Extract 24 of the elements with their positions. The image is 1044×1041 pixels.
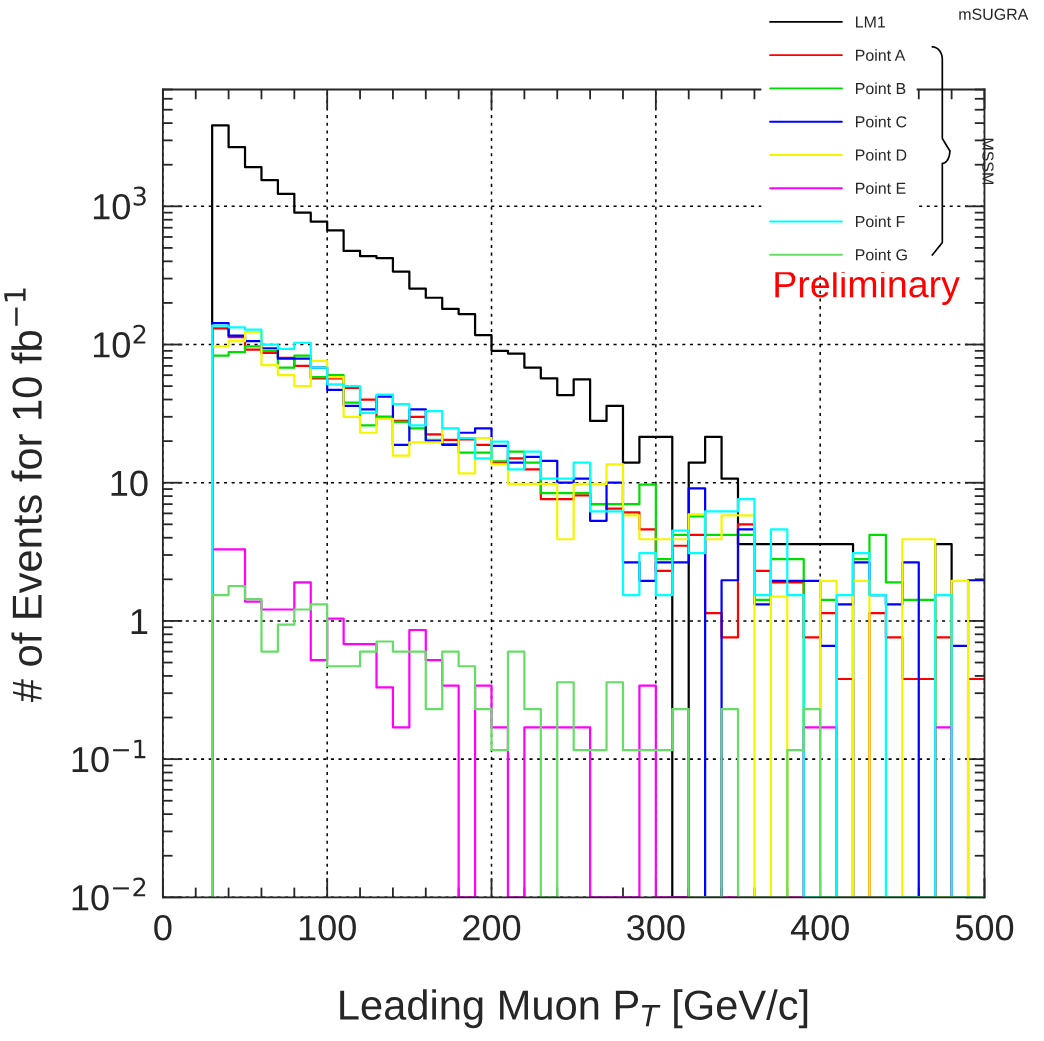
- legend-label: Point B: [856, 82, 906, 95]
- legend-label: Point F: [856, 215, 905, 228]
- legend-label: LM1: [856, 16, 885, 28]
- y-tick-label: 10$^{2}$: [93, 324, 146, 358]
- legend-label: Point E: [856, 182, 906, 194]
- x-tick-label: 0: [154, 914, 172, 941]
- x-tick-label: 100: [299, 914, 356, 941]
- x-tick-label: 500: [955, 914, 1014, 941]
- text: mSUGRA: [959, 8, 1029, 20]
- y-tick-label: 10: [111, 470, 148, 497]
- y-axis-title: # of Events for 10 fb$^{−1}$: [4, 288, 42, 702]
- y-tick-label: 10$^{−1}$: [72, 739, 146, 773]
- legend-label: Point A: [856, 49, 906, 61]
- legend-label: Point G: [856, 248, 907, 261]
- y-tick-label: 1: [131, 609, 148, 635]
- x-tick-label: 400: [790, 914, 849, 941]
- y-tick-label: 10$^{3}$: [93, 186, 146, 220]
- x-axis-title: Leading Muon P$_{T}$ [GeV/c]: [340, 989, 808, 1029]
- y-tick-label: 10$^{−2}$: [72, 877, 146, 911]
- annotation: Preliminary: [775, 269, 960, 305]
- x-tick-label: 200: [463, 914, 521, 941]
- legend-label: Point D: [856, 149, 907, 161]
- x-tick-label: 300: [627, 914, 685, 941]
- legend-label: Point C: [856, 115, 907, 128]
